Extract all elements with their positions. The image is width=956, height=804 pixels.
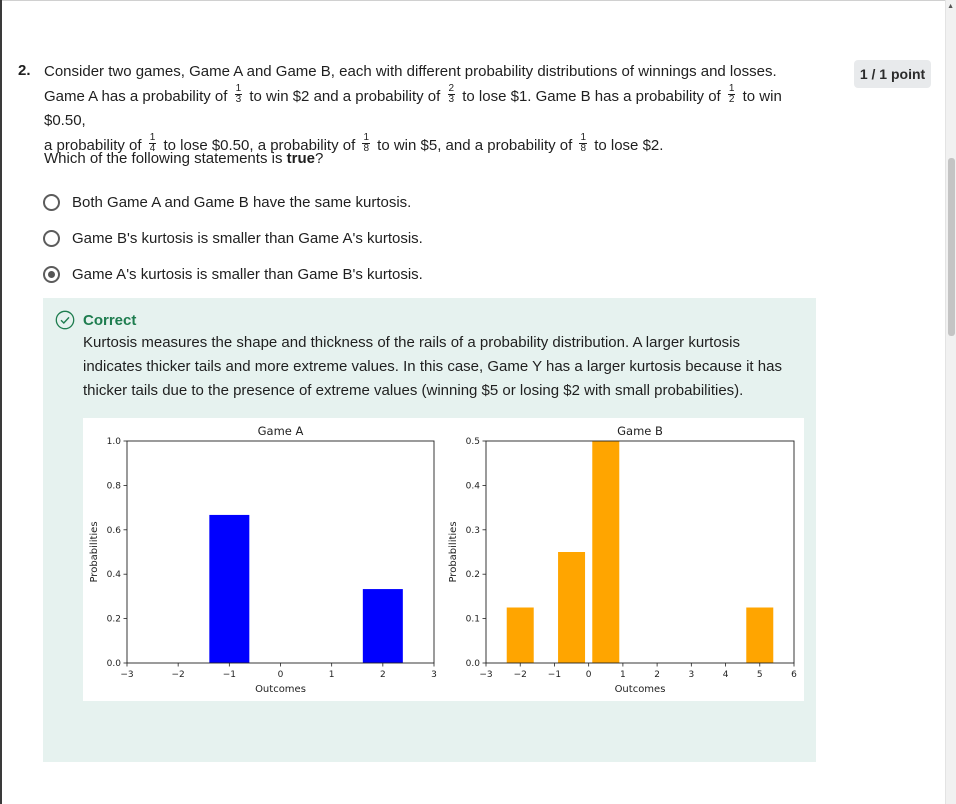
chart-1-xtick-label: −1 [223,670,236,680]
fraction-denominator: 3 [448,94,455,106]
fraction-numerator: 1 [579,132,588,145]
chart-1-xtick-label: −3 [120,670,133,680]
chart-2-xtick-label: 1 [620,670,626,680]
question-text-part: Game A has a probability of [44,87,228,105]
check-circle-icon [55,310,75,330]
scroll-up-arrow-icon[interactable]: ▲ [947,3,954,10]
fraction-numerator: 1 [234,83,243,96]
question-text-part: to lose $2. [594,136,664,154]
chart-2-xtick-label: 6 [791,670,797,680]
feedback-explanation: Kurtosis measures the shape and thicknes… [83,334,782,399]
question-text-part: to win $0.50, [44,87,782,130]
fraction-denominator: 3 [235,94,242,106]
chart-1-xtick-label: 1 [329,670,335,680]
chart-2-bar [506,607,534,663]
prompt-end: ? [314,150,324,167]
chart-2-ytick-label: 0.3 [466,526,480,536]
chart-1-xtick-label: 0 [278,670,284,680]
scrollbar-thumb[interactable] [948,158,955,336]
fraction-denominator: 8 [580,143,587,155]
chart-2-xtick-label: −3 [479,670,492,680]
chart-2-xtick-label: 2 [654,670,660,680]
chart-1-title: Game A [258,424,304,438]
chart-2-xtick-label: 4 [723,670,729,680]
question-text-part: to win $5, and a probability of [377,136,573,154]
radio-button[interactable] [43,229,60,247]
prompt-emphasis: true [286,150,315,167]
option-label[interactable]: Both Game A and Game B have the same kur… [72,193,412,211]
option-1[interactable]: Both Game A and Game B have the same kur… [43,191,411,213]
chart-1-ylabel: Probabilities [89,521,100,582]
top-divider [0,0,956,1]
chart-1-ytick-label: 0.0 [107,659,122,669]
fraction-numerator: 2 [447,83,456,96]
chart-2-ylabel: Probabilities [448,521,459,582]
fraction-numerator: 1 [727,83,736,96]
question-text-part: a probability of [44,136,142,154]
chart-2-frame [485,440,795,664]
question-number: 2. [18,62,31,79]
feedback-status: Correct [83,312,137,329]
radio-button-selected[interactable] [43,265,60,283]
chart-1-ytick-label: 0.4 [107,570,122,580]
chart-2-xlabel: Outcomes [615,684,666,695]
question-text: Consider two games, Game A and Game B, e… [44,60,824,158]
chart-2-ytick-label: 0.4 [466,481,481,491]
chart-2-xtick-label: −2 [514,670,527,680]
radio-button[interactable] [43,193,60,211]
vertical-scrollbar[interactable]: ▲ [945,0,956,804]
chart-1-ytick-label: 0.8 [107,481,122,491]
chart-1-xlabel: Outcomes [255,684,306,695]
fraction-denominator: 4 [149,143,156,155]
charts-svg: −3 −2 −1 0 1 2 3 0.0 0.2 0.4 0.6 0.8 1.0 Game A Outcom… [89,424,797,695]
fraction-numerator: 1 [362,132,370,145]
chart-1-xtick-label: 2 [380,670,386,680]
fraction-denominator: 8 [363,143,369,155]
left-edge-divider [0,0,2,804]
chart-2-bar [558,552,586,663]
fraction-denominator: 2 [728,94,735,106]
option-3[interactable]: Game A's kurtosis is smaller than Game B… [43,263,423,285]
question-text-part: to lose $0.50, a probability of [163,136,356,154]
chart-2-bar [592,441,620,663]
question-text-part: to lose $1. Game B has a probability of [462,87,721,105]
chart-2-ytick-label: 0.5 [466,437,480,447]
chart-2-xtick-label: 3 [688,670,694,680]
chart-1-ytick-label: 0.6 [107,526,122,536]
chart-2-ytick-label: 0.1 [466,615,480,625]
chart-2-xtick-label: 5 [757,670,763,680]
question-text-part: to win $2 and a probability of [249,87,441,105]
option-2[interactable]: Game B's kurtosis is smaller than Game A… [43,227,423,249]
prompt-text: Which of the following statements is [44,150,287,167]
chart-2-title: Game B [617,424,663,438]
chart-2-ytick-label: 0.2 [466,570,480,580]
fraction-numerator: 1 [148,132,157,145]
question-prompt: Which of the following statements is tru… [44,150,323,167]
chart-2-ytick-label: 0.0 [466,659,481,669]
chart-1-bar [362,589,403,663]
question-line-1: Consider two games, Game A and Game B, e… [44,63,777,80]
chart-2-xtick-label: −1 [548,670,561,680]
points-badge: 1 / 1 point [854,60,931,88]
chart-1-ytick-label: 0.2 [107,615,121,625]
chart-1-ytick-label: 1.0 [107,437,122,447]
feedback-panel: Correct Kurtosis measures the shape and … [43,298,816,762]
chart-1-xtick-label: 3 [431,670,437,680]
chart-1-bar [209,514,250,663]
chart-image: −3 −2 −1 0 1 2 3 0.0 0.2 0.4 0.6 0.8 1.0 Game A Outcom… [83,418,804,701]
option-label[interactable]: Game B's kurtosis is smaller than Game A… [72,229,423,247]
option-label[interactable]: Game A's kurtosis is smaller than Game B… [72,265,423,283]
chart-2-xtick-label: 0 [586,670,592,680]
chart-1-xtick-label: −2 [172,670,185,680]
chart-2-bar [746,607,774,663]
